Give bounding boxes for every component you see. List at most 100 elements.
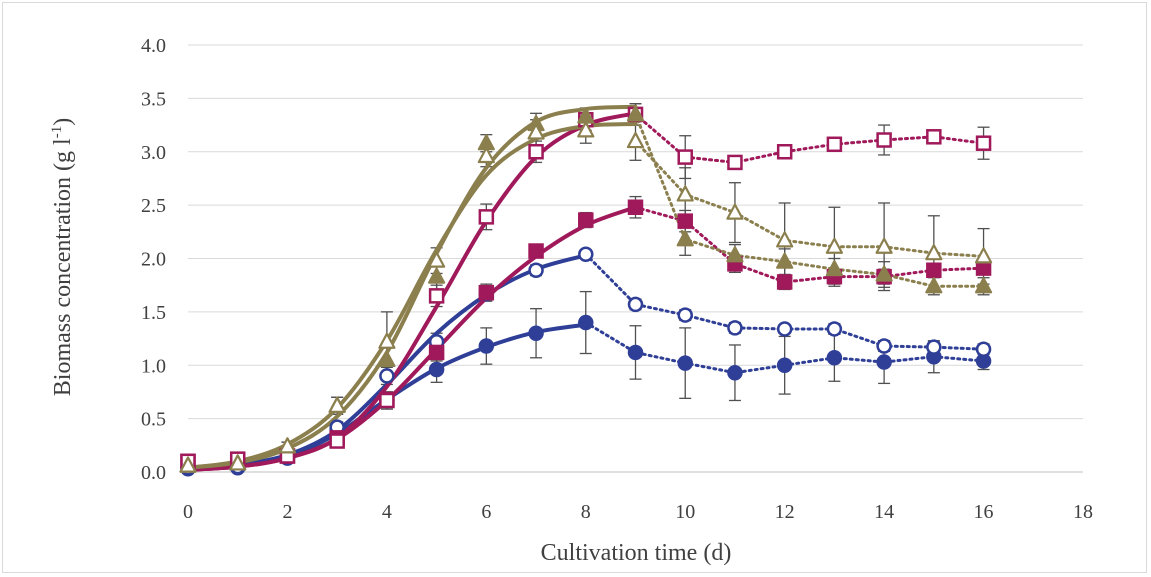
axis-layer: 0.0 0.5 1.0 1.5 2.0 2.5 3.0 3.5 4.0 0 2 4 6 8 10 12 14 16… (141, 35, 1093, 523)
data-point-triangle (776, 252, 794, 269)
data-point-square (826, 136, 843, 153)
marker-layer (179, 105, 993, 477)
x-tick-label: 4 (382, 501, 392, 523)
data-point-square (876, 132, 892, 148)
data-point-square (926, 262, 942, 278)
series-fit-curve (186, 111, 638, 472)
y-tick-label: 2.5 (141, 195, 166, 217)
data-point-circle (578, 314, 594, 331)
data-point-square (478, 209, 495, 225)
data-point-square (776, 274, 793, 290)
y-axis-title: Biomass concentration (g l-1) (49, 118, 76, 396)
data-point-square (627, 199, 644, 216)
data-point-circle (727, 364, 743, 381)
data-point-triangle (626, 105, 645, 122)
data-point-triangle (676, 230, 694, 247)
y-tick-label: 4.0 (141, 35, 166, 57)
y-tick-label: 3.0 (141, 142, 166, 164)
data-point-square (478, 284, 495, 301)
data-point-triangle (229, 454, 247, 471)
data-point-square (578, 212, 594, 228)
data-point-square (975, 135, 992, 151)
series-line-layer (186, 104, 986, 472)
series-fit-curve (186, 205, 638, 472)
data-point-square (727, 154, 743, 171)
y-tick-label: 0.5 (141, 409, 166, 431)
y-axis-title-close: ) (50, 118, 76, 126)
data-point-circle (727, 320, 743, 336)
data-point-triangle (278, 437, 297, 454)
x-tick-label: 14 (874, 501, 894, 523)
data-point-circle (379, 368, 395, 384)
data-point-triangle (527, 123, 545, 140)
series-fit-curve (186, 104, 638, 470)
y-axis-title-superscript: -1 (49, 126, 65, 139)
data-point-square (428, 344, 445, 361)
data-point-triangle (428, 267, 446, 284)
data-point-triangle (378, 332, 396, 349)
data-point-triangle (179, 456, 197, 473)
data-point-circle (528, 325, 544, 341)
data-point-circle (627, 296, 644, 313)
data-point-circle (578, 246, 594, 262)
data-point-triangle (875, 265, 893, 282)
x-tick-label: 8 (581, 501, 591, 523)
series-dotted-line (634, 112, 986, 164)
data-point-triangle (825, 260, 843, 277)
data-point-circle (876, 354, 892, 370)
data-point-triangle (428, 251, 446, 268)
series-dotted-line (634, 139, 986, 258)
data-point-triangle (925, 244, 943, 261)
data-point-circle (776, 321, 793, 337)
y-tick-label: 1.5 (141, 302, 166, 324)
data-point-triangle (974, 277, 993, 294)
data-point-circle (876, 338, 892, 354)
data-point-triangle (974, 247, 993, 264)
data-point-circle (528, 262, 544, 278)
data-point-square (975, 260, 992, 276)
x-tick-label: 6 (481, 501, 491, 523)
x-tick-label: 10 (675, 501, 695, 523)
data-point-square (329, 433, 345, 449)
data-point-triangle (776, 231, 794, 248)
data-point-square (528, 243, 544, 259)
series-dotted-line (634, 205, 986, 284)
data-point-circle (975, 341, 992, 357)
error-bar-layer (182, 103, 990, 472)
data-point-triangle (726, 246, 744, 263)
data-point-circle (776, 357, 793, 373)
data-point-triangle (676, 185, 694, 202)
data-point-circle (627, 344, 644, 361)
data-point-square (428, 288, 445, 304)
x-tick-label: 18 (1073, 501, 1093, 523)
y-axis-title-main: Biomass concentration (g l (50, 138, 76, 396)
y-tick-label: 2.0 (141, 249, 166, 271)
data-point-square (926, 129, 942, 145)
data-point-circle (826, 350, 843, 366)
y-tick-label: 0.0 (141, 462, 166, 484)
data-point-square (677, 149, 693, 165)
data-point-circle (826, 321, 843, 337)
data-point-circle (677, 355, 693, 371)
x-tick-label: 12 (775, 501, 795, 523)
data-point-triangle (626, 131, 645, 149)
data-point-square (528, 144, 544, 160)
data-point-square (776, 144, 793, 160)
data-point-circle (926, 339, 942, 355)
data-point-square (379, 392, 395, 409)
x-tick-label: 16 (974, 501, 994, 523)
data-point-triangle (726, 203, 744, 220)
data-point-triangle (328, 396, 346, 413)
data-point-circle (677, 307, 693, 323)
x-axis-title: Cultivation time (d) (541, 540, 732, 566)
y-tick-label: 1.0 (141, 355, 166, 377)
data-point-triangle (477, 146, 495, 164)
data-point-triangle (925, 277, 943, 294)
data-point-circle (428, 361, 445, 378)
data-point-triangle (875, 237, 893, 254)
y-tick-label: 3.5 (141, 88, 166, 110)
data-point-triangle (378, 350, 396, 368)
x-tick-label: 0 (183, 501, 193, 523)
data-point-square (677, 213, 693, 229)
